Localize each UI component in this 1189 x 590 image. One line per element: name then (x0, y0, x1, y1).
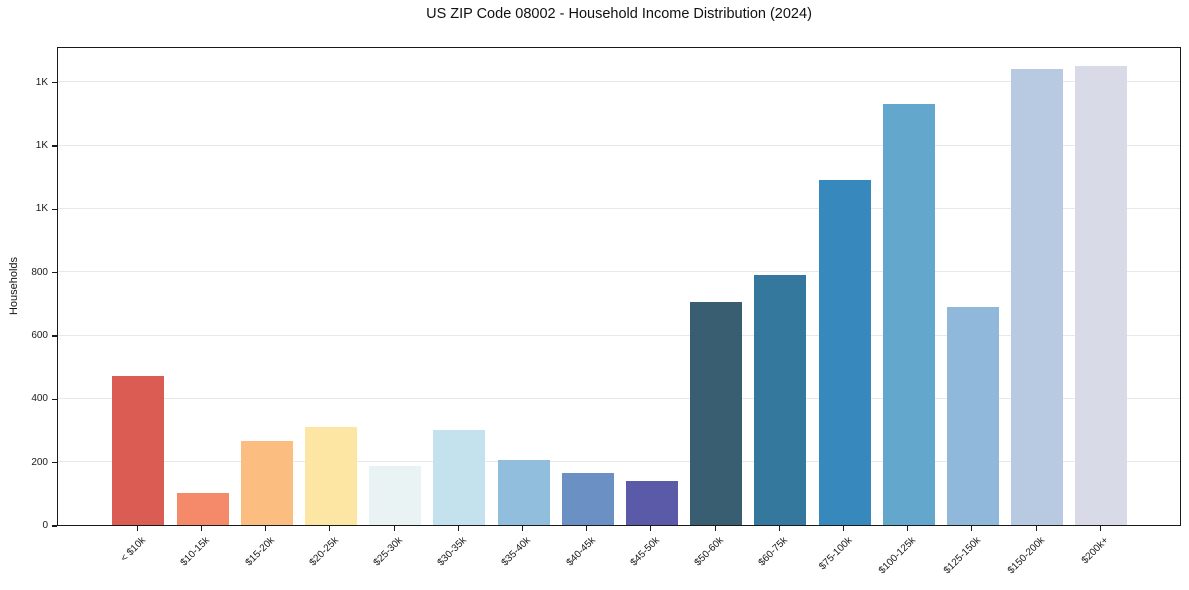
x-tick-label: $15-20k (243, 535, 277, 569)
plot-area (57, 47, 1181, 526)
bar (1075, 65, 1128, 525)
bar (1011, 69, 1064, 525)
x-tick-mark (329, 526, 331, 531)
x-tick-label: $125-150k (941, 535, 983, 577)
x-tick-mark (521, 526, 524, 531)
y-tick-mark (52, 145, 57, 147)
x-tick-mark (393, 526, 395, 531)
y-tick-label: 0 (42, 520, 48, 531)
x-tick-label: $20-25k (307, 535, 341, 569)
x-tick-label: $35-40k (499, 535, 534, 569)
x-tick-mark (457, 526, 459, 531)
x-tick-label: $30-35k (435, 535, 470, 569)
y-tick-mark (52, 525, 57, 527)
gridline (58, 271, 1180, 273)
x-tick-label: $75-100k (817, 535, 855, 573)
gridline (58, 461, 1180, 463)
bar (497, 460, 550, 525)
gridline (58, 144, 1180, 146)
bar (304, 426, 357, 525)
y-tick-mark (52, 208, 57, 210)
bar (176, 493, 229, 525)
x-tick-mark (586, 526, 588, 531)
y-tick-label: 200 (31, 456, 48, 468)
x-tick-mark (265, 526, 267, 531)
bar (946, 306, 999, 525)
x-tick-mark (650, 526, 652, 531)
y-axis-label: Households (8, 256, 20, 316)
x-tick-label: $45-50k (628, 535, 662, 569)
y-tick-mark (52, 272, 57, 274)
gridline (58, 397, 1180, 399)
x-tick-label: $60-75k (756, 535, 791, 569)
y-tick-mark (52, 82, 57, 84)
x-tick-label: $200k+ (1079, 535, 1112, 567)
x-tick-label: < $10k (118, 535, 149, 565)
y-tick-label: 1K (35, 203, 48, 215)
x-tick-mark (1099, 526, 1101, 531)
x-tick-label: $10-15k (178, 535, 213, 569)
gridline (58, 334, 1180, 336)
y-tick-mark (52, 335, 57, 337)
y-tick-label: 1K (35, 140, 48, 152)
bar (433, 430, 486, 525)
bar (690, 301, 743, 525)
x-tick-label: $50-60k (692, 535, 726, 569)
x-tick-mark (907, 526, 909, 531)
bar (625, 480, 678, 525)
y-tick-label: 800 (31, 266, 48, 278)
x-tick-label: $40-45k (564, 535, 598, 569)
gridline (58, 81, 1180, 83)
x-tick-label: $25-30k (371, 535, 405, 569)
y-tick-label: 1K (35, 76, 48, 88)
gridline (58, 207, 1180, 209)
bar (818, 179, 871, 525)
x-tick-mark (778, 526, 780, 531)
bar (882, 103, 935, 525)
bar (240, 441, 293, 525)
x-tick-label: $100-125k (877, 535, 919, 577)
y-tick-mark (52, 462, 57, 464)
x-tick-label: $150-200k (1005, 535, 1047, 577)
bar (369, 466, 422, 525)
x-tick-mark (1035, 526, 1037, 531)
chart-title: US ZIP Code 08002 - Household Income Dis… (426, 6, 812, 22)
x-tick-mark (971, 526, 973, 531)
bar (112, 376, 165, 525)
y-tick-label: 400 (31, 393, 48, 405)
bar (561, 472, 614, 525)
x-tick-mark (200, 526, 203, 531)
y-tick-label: 600 (31, 330, 48, 342)
y-tick-mark (52, 398, 57, 400)
bar (754, 274, 807, 525)
x-tick-mark (842, 526, 845, 531)
x-tick-mark (714, 526, 716, 531)
x-tick-mark (136, 526, 138, 531)
